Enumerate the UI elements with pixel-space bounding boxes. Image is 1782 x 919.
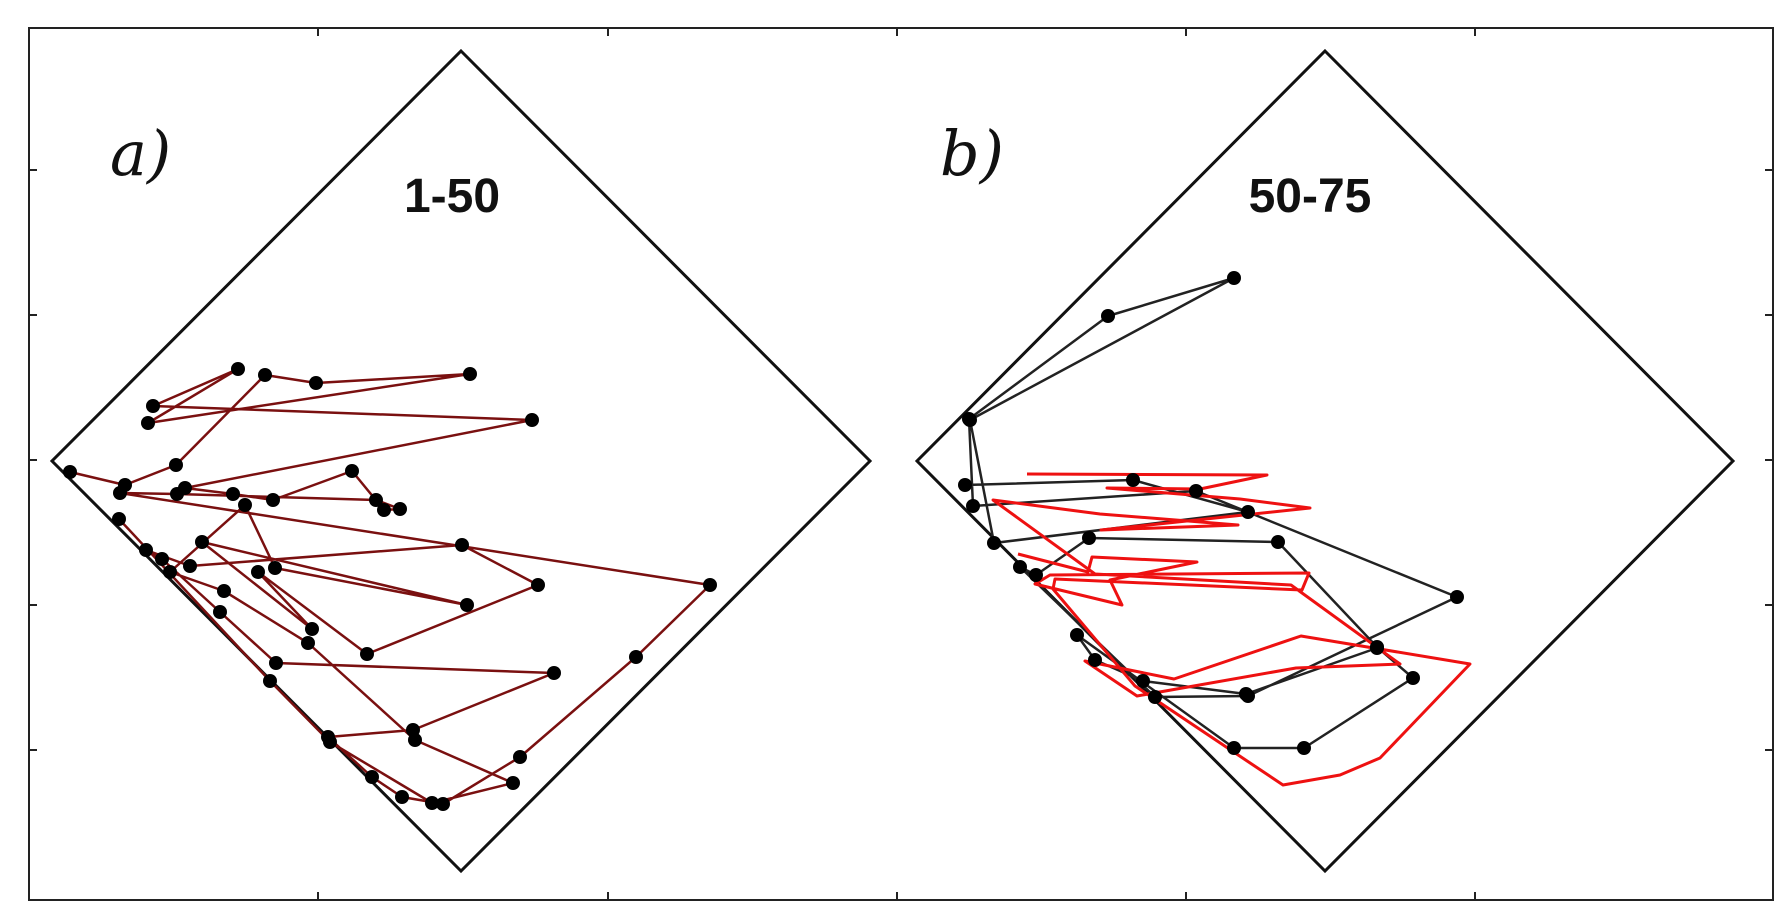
trajectory-point-a-43 xyxy=(217,584,231,598)
trajectory-point-b-12 xyxy=(1148,690,1162,704)
trajectory-point-b-5 xyxy=(1227,271,1241,285)
trajectory-point-a-30 xyxy=(155,552,169,566)
trajectory-point-b-24 xyxy=(1239,687,1253,701)
trajectory-point-a-22 xyxy=(436,797,450,811)
trajectory-point-b-18 xyxy=(1406,671,1420,685)
trajectory-point-a-11 xyxy=(226,487,240,501)
trajectory-point-a-44 xyxy=(301,636,315,650)
trajectory-point-b-19 xyxy=(1297,741,1311,755)
trajectory-point-a-29 xyxy=(213,605,227,619)
trajectory-point-b-13 xyxy=(1013,560,1027,574)
trajectory-line-a-0 xyxy=(69,367,712,806)
trajectory-point-b-20 xyxy=(1227,741,1241,755)
panel-title-b: 50-75 xyxy=(1249,170,1372,223)
trajectory-point-a-35 xyxy=(360,647,374,661)
trajectory-line-b-0 xyxy=(964,276,1459,750)
trajectory-point-a-39 xyxy=(460,598,474,612)
panel-label-a: a) xyxy=(110,117,171,190)
trajectory-point-a-31 xyxy=(139,543,153,557)
trajectory-point-a-12 xyxy=(266,493,280,507)
trajectory-point-b-2 xyxy=(1241,505,1255,519)
trajectory-panel-a xyxy=(63,362,717,811)
trajectory-point-a-28 xyxy=(269,656,283,670)
trajectory-point-b-22 xyxy=(1088,653,1102,667)
diamond-boundary-a xyxy=(49,48,873,874)
trajectory-point-a-17 xyxy=(170,487,184,501)
trajectory-point-b-21 xyxy=(1070,628,1084,642)
trajectory-line-b-1 xyxy=(991,472,1472,787)
trajectory-point-a-5 xyxy=(463,367,477,381)
trajectory-point-a-27 xyxy=(547,666,561,680)
trajectory-point-a-36 xyxy=(251,565,265,579)
trajectory-point-b-25 xyxy=(1370,641,1384,655)
trajectory-point-a-15 xyxy=(393,502,407,516)
trajectory-point-a-20 xyxy=(629,650,643,664)
trajectory-point-a-46 xyxy=(506,776,520,790)
trajectory-point-a-42 xyxy=(163,565,177,579)
trajectory-point-a-4 xyxy=(309,376,323,390)
y-axis-ticks xyxy=(29,169,1773,751)
trajectory-point-a-3 xyxy=(258,368,272,382)
plot-frame xyxy=(28,27,1774,901)
trajectory-point-a-47 xyxy=(425,796,439,810)
trajectory-point-a-32 xyxy=(183,559,197,573)
trajectory-point-a-34 xyxy=(531,578,545,592)
trajectory-point-a-19 xyxy=(703,578,717,592)
trajectory-point-b-7 xyxy=(962,412,976,426)
trajectory-point-a-48 xyxy=(323,735,337,749)
trajectory-point-a-7 xyxy=(231,362,245,376)
trajectory-point-b-1 xyxy=(1126,473,1140,487)
trajectory-point-a-21 xyxy=(513,750,527,764)
x-axis-ticks xyxy=(317,28,1476,900)
trajectory-point-a-50 xyxy=(112,512,126,526)
trajectory-point-b-8 xyxy=(966,499,980,513)
diamond-boundary-b xyxy=(914,48,1736,874)
trajectory-point-b-0 xyxy=(958,478,972,492)
trajectory-point-b-14 xyxy=(1029,568,1043,582)
trajectory-point-a-24 xyxy=(365,770,379,784)
trajectory-point-a-40 xyxy=(268,561,282,575)
trajectory-point-b-3 xyxy=(987,536,1001,550)
trajectory-point-b-9 xyxy=(1189,484,1203,498)
panel-title-a: 1-50 xyxy=(404,170,500,223)
trajectory-point-a-49 xyxy=(263,674,277,688)
trajectory-point-a-41 xyxy=(238,498,252,512)
trajectory-point-b-6 xyxy=(1101,309,1115,323)
trajectory-point-a-18 xyxy=(113,486,127,500)
trajectory-panel-b xyxy=(958,271,1472,787)
trajectory-point-a-45 xyxy=(408,733,422,747)
trajectory-point-a-6 xyxy=(141,416,155,430)
panel-label-b: b) xyxy=(940,117,1004,190)
trajectory-point-a-16 xyxy=(369,493,383,507)
trajectory-point-a-2 xyxy=(169,458,183,472)
trajectory-point-a-38 xyxy=(195,535,209,549)
trajectory-point-a-0 xyxy=(63,465,77,479)
trajectory-point-b-15 xyxy=(1082,531,1096,545)
trajectory-point-a-23 xyxy=(395,790,409,804)
trajectory-point-b-16 xyxy=(1271,535,1285,549)
trajectory-point-b-23 xyxy=(1136,674,1150,688)
trajectory-point-a-9 xyxy=(525,413,539,427)
trajectory-point-a-33 xyxy=(455,538,469,552)
trajectory-point-b-10 xyxy=(1450,590,1464,604)
trajectory-point-a-37 xyxy=(305,622,319,636)
trajectory-point-a-13 xyxy=(345,464,359,478)
trajectory-point-a-14 xyxy=(377,503,391,517)
trajectory-point-a-8 xyxy=(146,399,160,413)
